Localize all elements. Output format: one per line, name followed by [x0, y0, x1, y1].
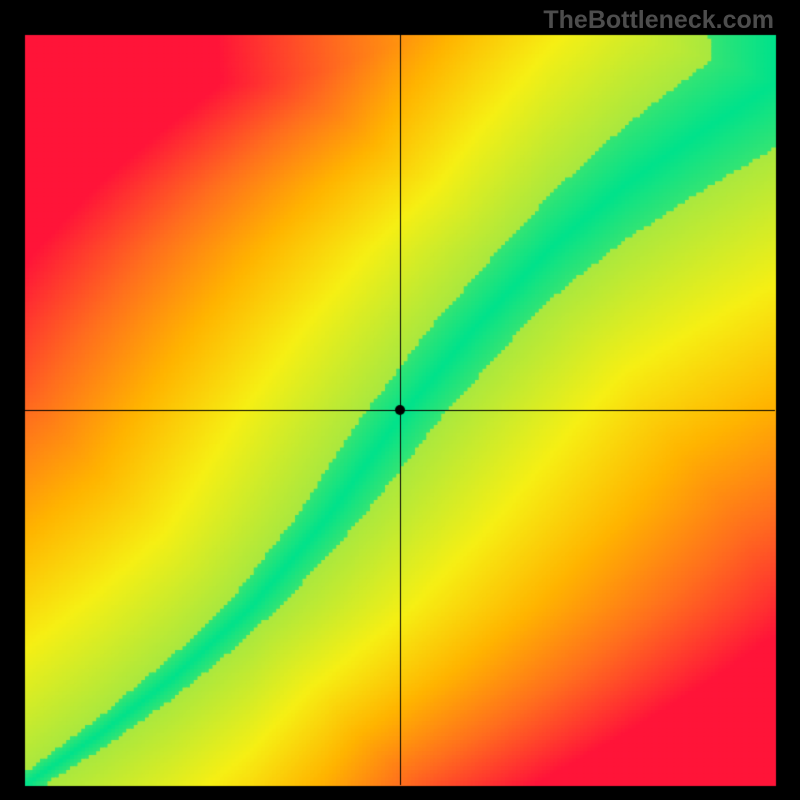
chart-container: TheBottleneck.com: [0, 0, 800, 800]
watermark-text: TheBottleneck.com: [543, 6, 774, 35]
bottleneck-heatmap: [0, 0, 800, 800]
